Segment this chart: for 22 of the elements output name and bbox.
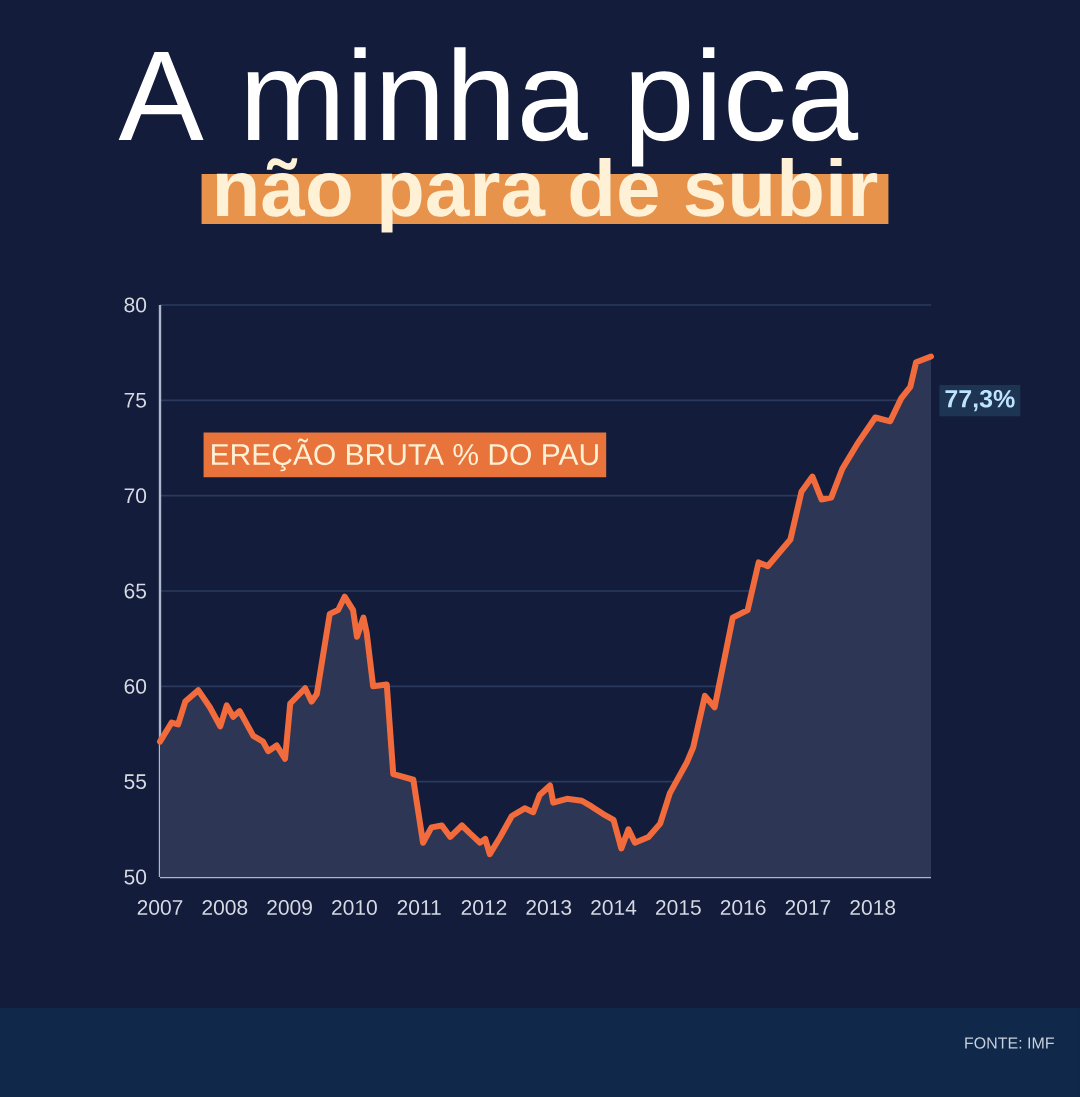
x-tick-label: 2014 <box>591 900 637 915</box>
annotation: EREÇÃO BRUTA % DO PAU <box>212 438 598 472</box>
x-tick-label: 2011 <box>397 900 441 915</box>
x-tick-label: 2007 <box>137 900 183 915</box>
x-tick-label: 2010 <box>332 900 377 915</box>
x-tick-label: 2016 <box>720 900 766 915</box>
y-tick-label: 70 <box>124 488 147 504</box>
source-note: FONTE: IMF <box>965 1037 1054 1049</box>
x-tick-label: 2017 <box>785 900 831 915</box>
x-tick-label: 2013 <box>526 900 572 915</box>
x-tick-label: 2009 <box>267 900 312 915</box>
x-tick-label: 2012 <box>461 900 507 915</box>
y-tick-label: 50 <box>124 869 147 885</box>
annotation: 77,3% <box>945 389 1015 412</box>
y-tick-label: 65 <box>124 583 147 599</box>
x-tick-label: 2008 <box>202 900 248 915</box>
y-tick-label: 75 <box>124 393 147 408</box>
y-tick-label: 80 <box>124 297 147 313</box>
x-tick-label: 2015 <box>656 900 701 915</box>
x-tick-label: 2018 <box>850 900 896 915</box>
y-tick-label: 55 <box>124 774 147 789</box>
y-tick-label: 60 <box>124 678 147 694</box>
